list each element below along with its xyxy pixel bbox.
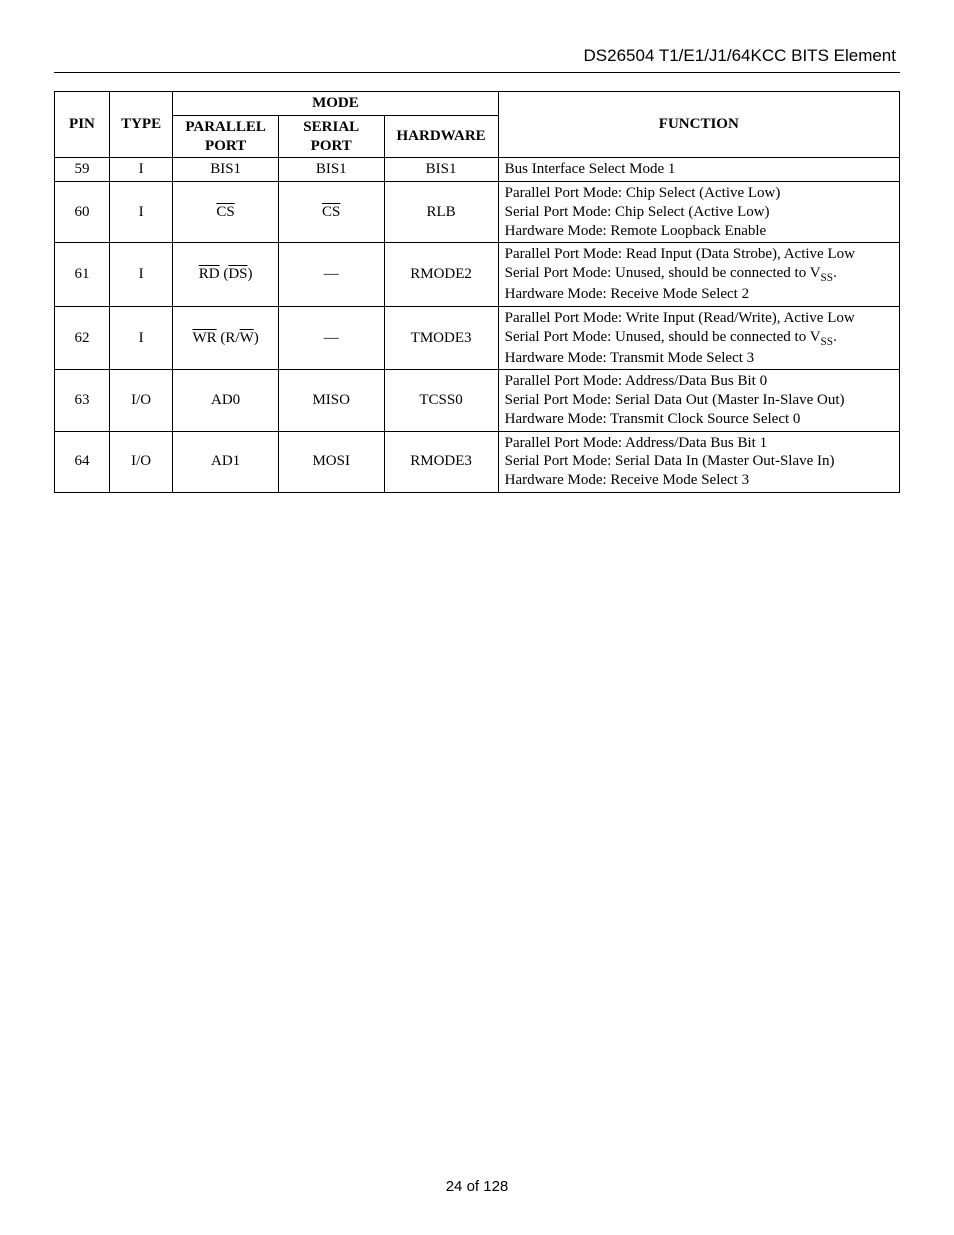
page: DS26504 T1/E1/J1/64KCC BITS Element PIN … [0,0,954,1235]
cell-function: Bus Interface Select Mode 1 [498,158,899,182]
cell-type: I/O [109,370,172,431]
cell-serial-port: MOSI [278,431,384,492]
cell-parallel-port: AD1 [173,431,279,492]
col-header-mode: MODE [173,92,498,116]
header-title: DS26504 T1/E1/J1/64KCC BITS Element [54,46,900,72]
table-row: 59IBIS1BIS1BIS1Bus Interface Select Mode… [55,158,900,182]
cell-type: I [109,306,172,370]
cell-type: I [109,182,172,243]
table-row: 64I/OAD1MOSIRMODE3Parallel Port Mode: Ad… [55,431,900,492]
page-number: 24 of 128 [0,1178,954,1195]
cell-pin: 63 [55,370,110,431]
cell-hardware: BIS1 [384,158,498,182]
col-header-parallel-port: PARALLEL PORT [173,115,279,158]
col-header-hardware: HARDWARE [384,115,498,158]
table-row: 61IRD (DS)—RMODE2Parallel Port Mode: Rea… [55,243,900,307]
cell-hardware: RLB [384,182,498,243]
cell-parallel-port: CS [173,182,279,243]
cell-function: Parallel Port Mode: Read Input (Data Str… [498,243,899,307]
cell-type: I [109,243,172,307]
cell-function: Parallel Port Mode: Address/Data Bus Bit… [498,431,899,492]
col-header-serial-port: SERIAL PORT [278,115,384,158]
cell-serial-port: BIS1 [278,158,384,182]
cell-function: Parallel Port Mode: Address/Data Bus Bit… [498,370,899,431]
cell-hardware: TMODE3 [384,306,498,370]
cell-type: I [109,158,172,182]
page-header: DS26504 T1/E1/J1/64KCC BITS Element [54,46,900,73]
cell-hardware: RMODE2 [384,243,498,307]
table-row: 63I/OAD0MISOTCSS0Parallel Port Mode: Add… [55,370,900,431]
cell-serial-port: — [278,243,384,307]
cell-function: Parallel Port Mode: Chip Select (Active … [498,182,899,243]
header-rule [54,72,900,73]
col-header-type: TYPE [109,92,172,158]
table-row: 62IWR (R/W)—TMODE3Parallel Port Mode: Wr… [55,306,900,370]
table-header-row-1: PIN TYPE MODE FUNCTION [55,92,900,116]
cell-pin: 64 [55,431,110,492]
table-header: PIN TYPE MODE FUNCTION PARALLEL PORT SER… [55,92,900,158]
cell-pin: 60 [55,182,110,243]
cell-serial-port: CS [278,182,384,243]
cell-serial-port: MISO [278,370,384,431]
cell-parallel-port: RD (DS) [173,243,279,307]
pin-description-table: PIN TYPE MODE FUNCTION PARALLEL PORT SER… [54,91,900,493]
cell-function: Parallel Port Mode: Write Input (Read/Wr… [498,306,899,370]
cell-hardware: RMODE3 [384,431,498,492]
cell-type: I/O [109,431,172,492]
cell-parallel-port: AD0 [173,370,279,431]
cell-pin: 59 [55,158,110,182]
cell-serial-port: — [278,306,384,370]
table-body: 59IBIS1BIS1BIS1Bus Interface Select Mode… [55,158,900,493]
cell-parallel-port: WR (R/W) [173,306,279,370]
col-header-function: FUNCTION [498,92,899,158]
table-row: 60ICSCSRLBParallel Port Mode: Chip Selec… [55,182,900,243]
col-header-pin: PIN [55,92,110,158]
cell-parallel-port: BIS1 [173,158,279,182]
cell-pin: 62 [55,306,110,370]
cell-pin: 61 [55,243,110,307]
cell-hardware: TCSS0 [384,370,498,431]
